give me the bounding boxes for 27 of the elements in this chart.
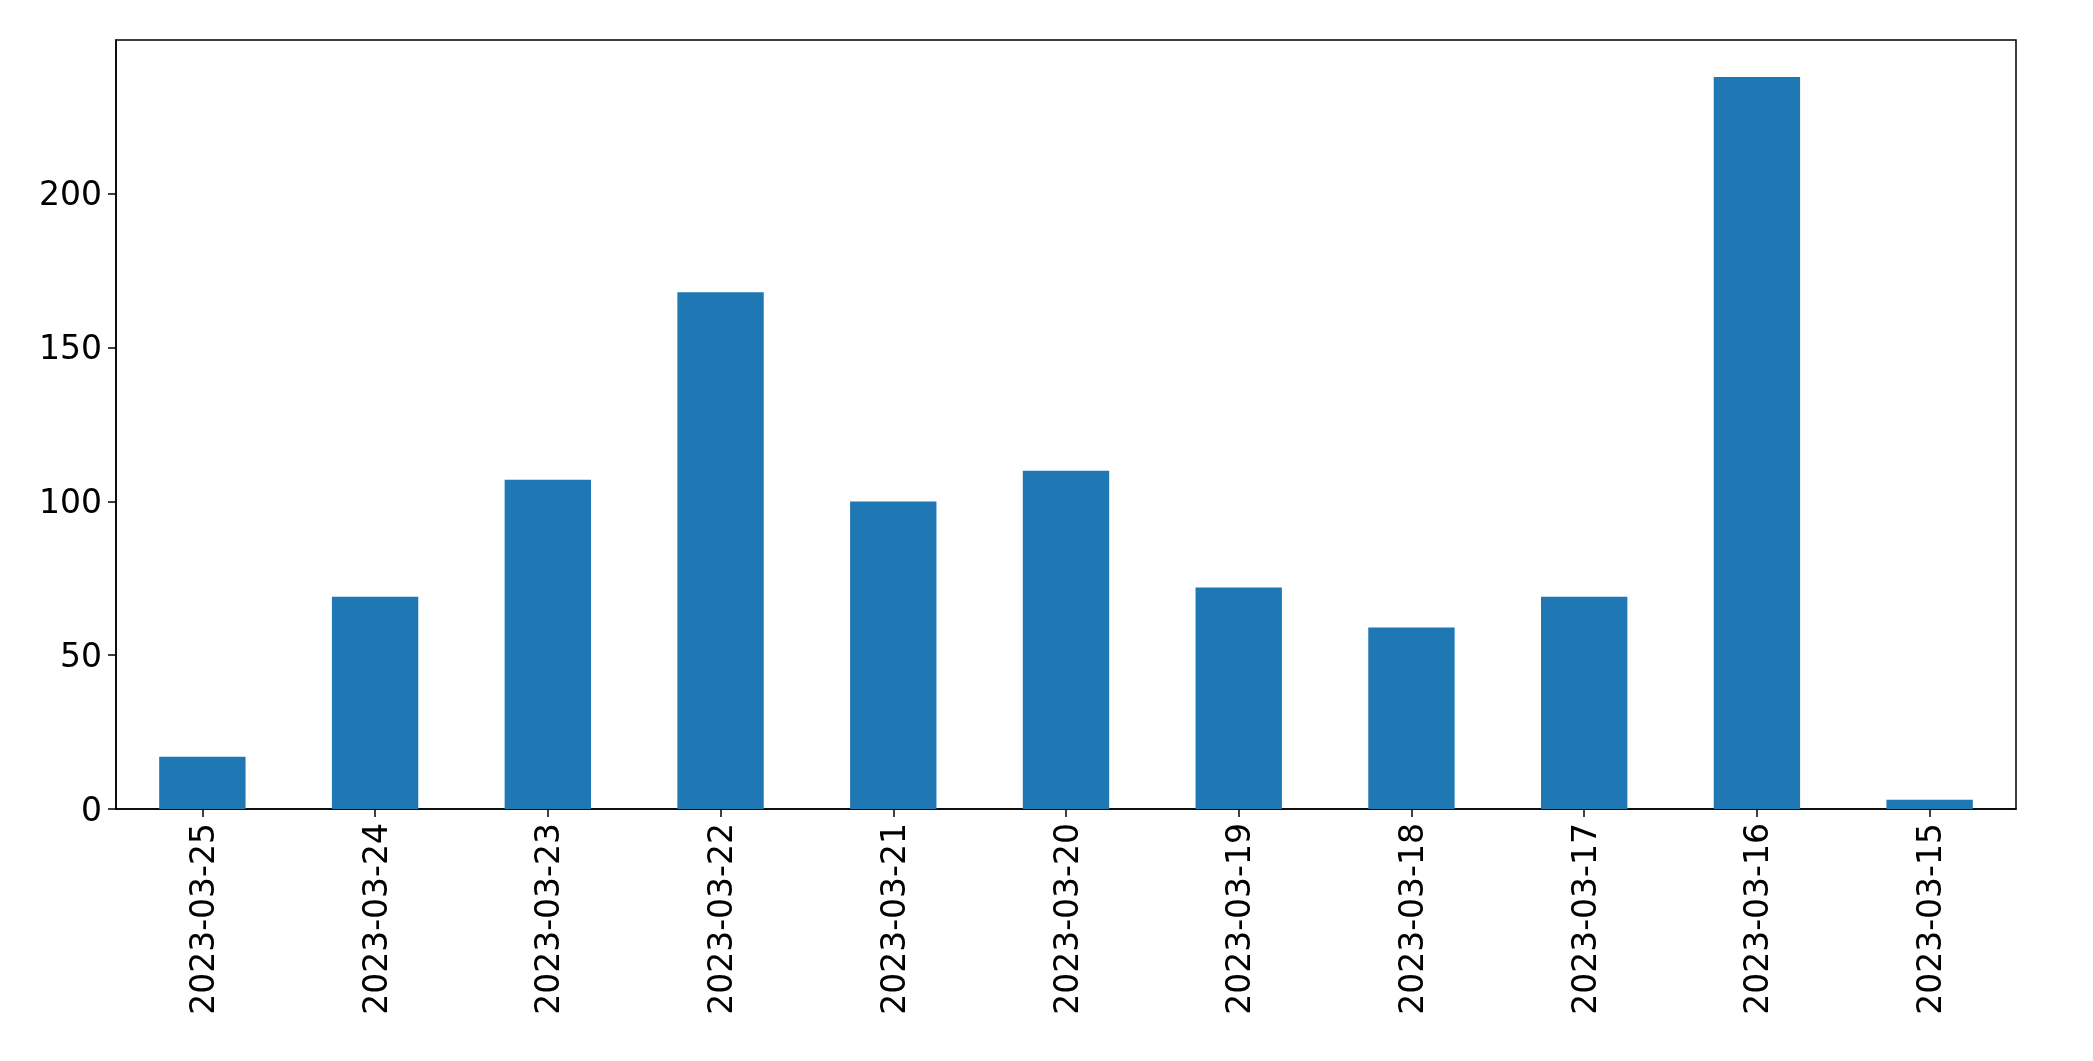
y-tick-label: 50: [60, 635, 102, 675]
y-tick-label: 100: [39, 481, 102, 521]
x-tick-label: 2023-03-16: [1737, 823, 1777, 1015]
bar: [331, 596, 419, 809]
bar: [159, 756, 246, 809]
x-tick-label: 2023-03-19: [1219, 823, 1259, 1015]
bar: [1886, 799, 1973, 809]
x-tick-label: 2023-03-17: [1564, 823, 1604, 1015]
bar: [677, 292, 764, 809]
bar: [504, 479, 591, 809]
bar: [1195, 587, 1282, 809]
bar: [1713, 76, 1801, 809]
bar: [1541, 596, 1628, 809]
bar: [1022, 470, 1110, 809]
x-tick-label: 2023-03-23: [528, 823, 568, 1015]
x-tick-label: 2023-03-21: [873, 823, 913, 1015]
y-tick-label: 200: [39, 174, 102, 214]
bar: [1368, 627, 1455, 809]
bar: [850, 501, 937, 809]
y-tick-label: 0: [81, 789, 102, 829]
x-tick-label: 2023-03-22: [701, 823, 741, 1015]
x-tick-label: 2023-03-25: [182, 823, 222, 1015]
x-tick-label: 2023-03-18: [1391, 823, 1431, 1015]
x-tick-label: 2023-03-24: [355, 823, 395, 1015]
x-tick-label: 2023-03-15: [1910, 823, 1950, 1015]
x-tick-label: 2023-03-20: [1046, 823, 1086, 1015]
y-tick-label: 150: [39, 328, 102, 368]
